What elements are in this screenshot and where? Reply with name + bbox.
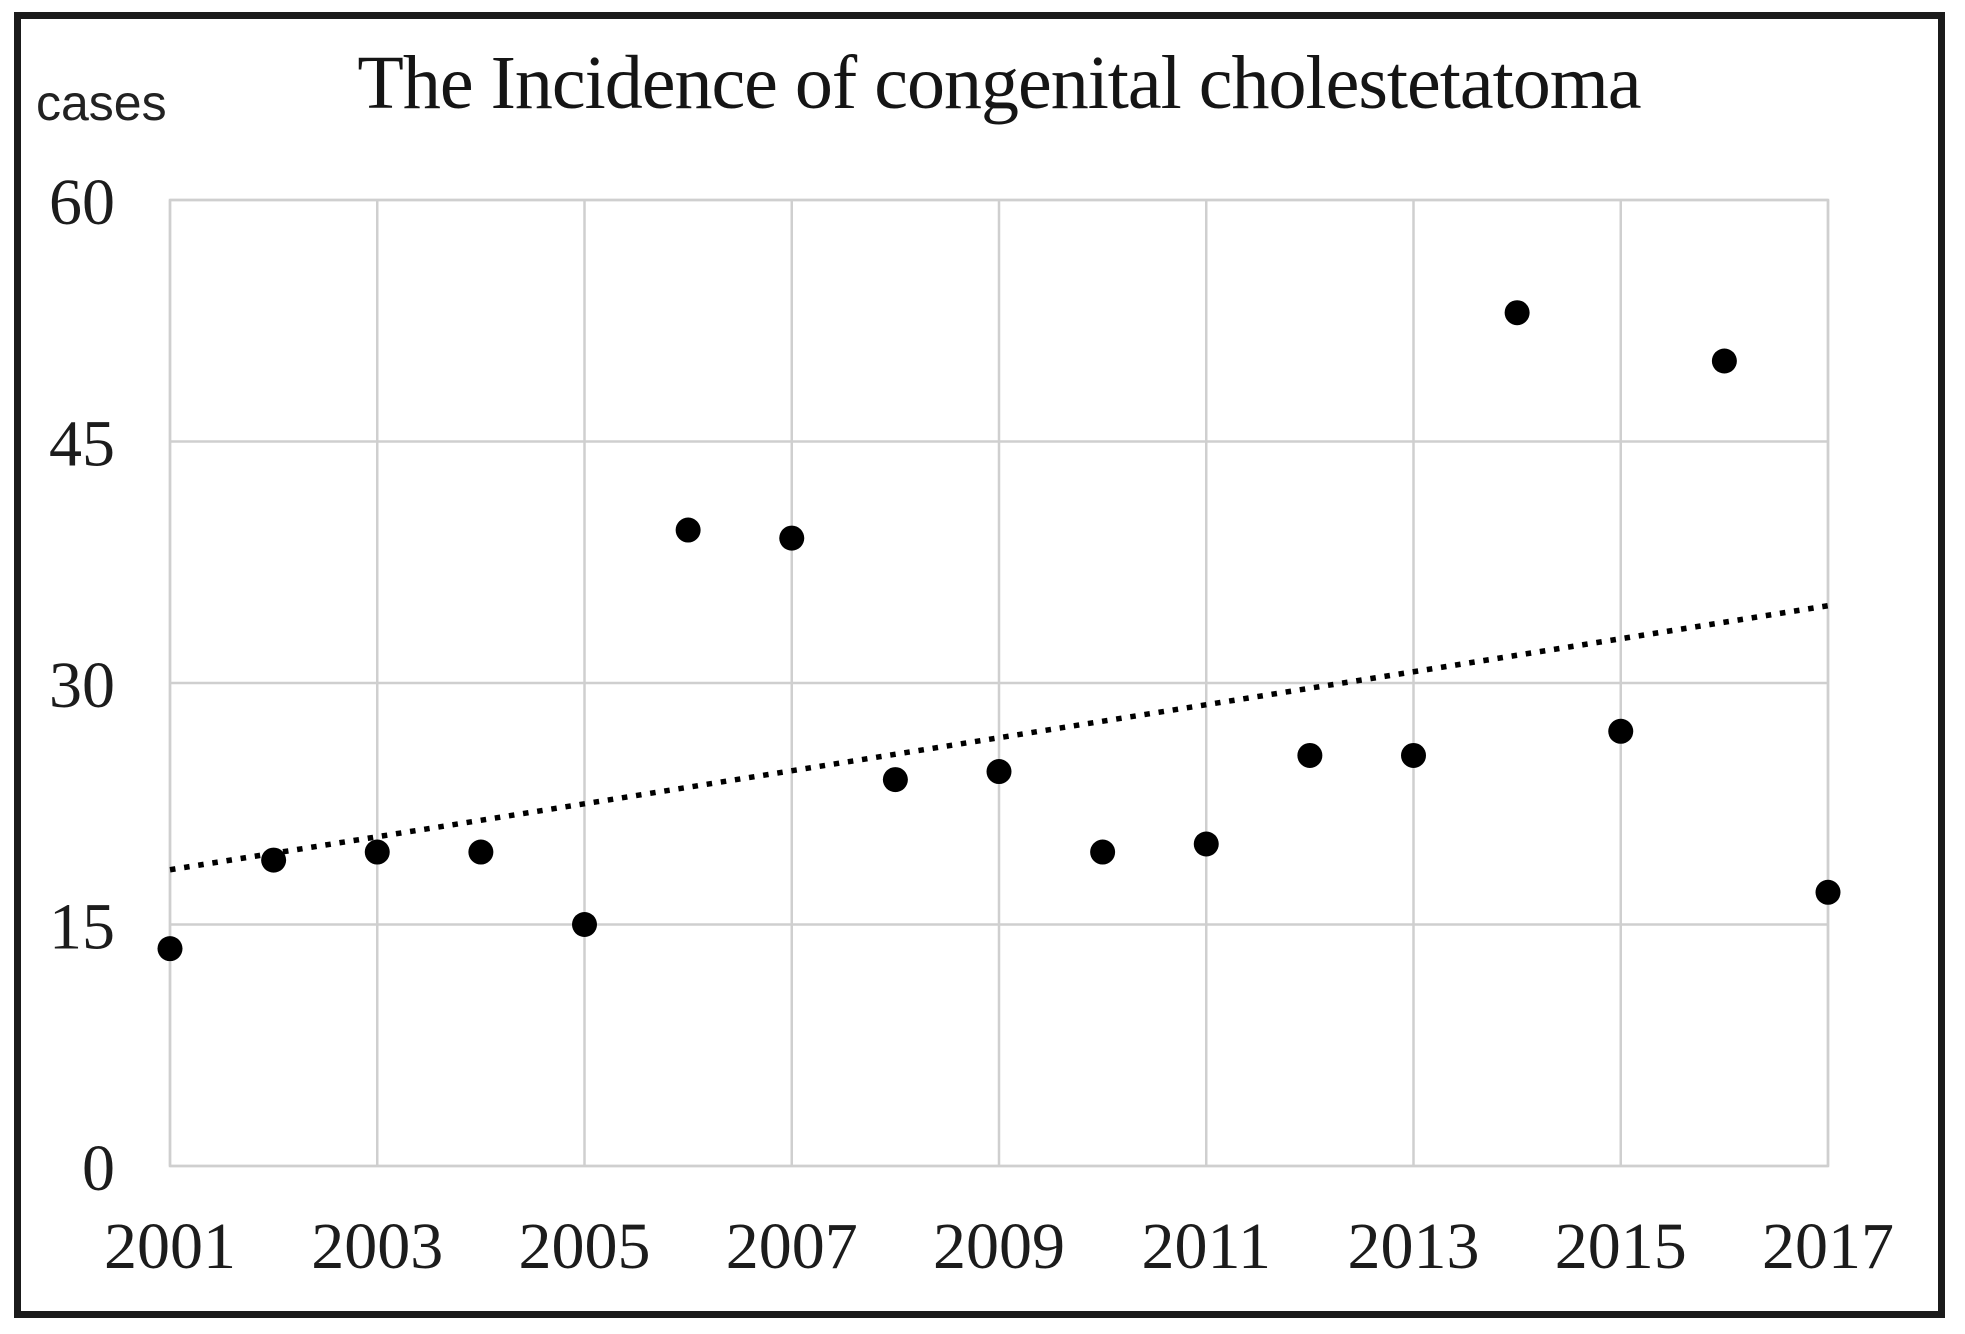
- data-point: [468, 839, 494, 865]
- y-tick-label: 45: [49, 408, 115, 481]
- data-point: [1193, 831, 1219, 857]
- data-point: [1504, 300, 1530, 326]
- x-tick-label: 2013: [1348, 1210, 1480, 1283]
- data-point: [1815, 879, 1841, 905]
- figure-frame: [14, 12, 1945, 1318]
- data-point: [572, 912, 597, 937]
- data-point: [986, 759, 1012, 785]
- data-point: [1401, 742, 1426, 768]
- y-axis-unit-label: cases: [36, 75, 167, 131]
- data-point: [675, 517, 701, 543]
- data-point: [1711, 348, 1737, 374]
- y-tick-label: 0: [82, 1132, 115, 1205]
- x-tick-label: 2007: [726, 1210, 858, 1283]
- data-point: [261, 847, 287, 873]
- data-point: [779, 525, 805, 551]
- y-tick-label: 15: [49, 891, 115, 964]
- y-tick-label: 60: [49, 166, 115, 239]
- plot-border: [168, 198, 1830, 1168]
- data-point: [364, 839, 390, 865]
- data-point: [1608, 718, 1634, 744]
- x-tick-label: 2003: [311, 1210, 443, 1283]
- x-tick-label: 2005: [519, 1210, 651, 1283]
- x-tick-label: 2015: [1555, 1210, 1687, 1283]
- y-tick-label: 30: [49, 649, 115, 722]
- data-point: [1090, 839, 1116, 865]
- x-tick-label: 2011: [1141, 1210, 1271, 1283]
- data-point: [157, 936, 183, 962]
- data-point: [882, 767, 908, 793]
- x-tick-label: 2009: [933, 1210, 1065, 1283]
- data-point: [1297, 742, 1323, 768]
- chart-title: The Incidence of congenital cholestetato…: [357, 41, 1641, 125]
- x-tick-label: 2001: [104, 1210, 236, 1283]
- x-tick-label: 2017: [1762, 1210, 1894, 1283]
